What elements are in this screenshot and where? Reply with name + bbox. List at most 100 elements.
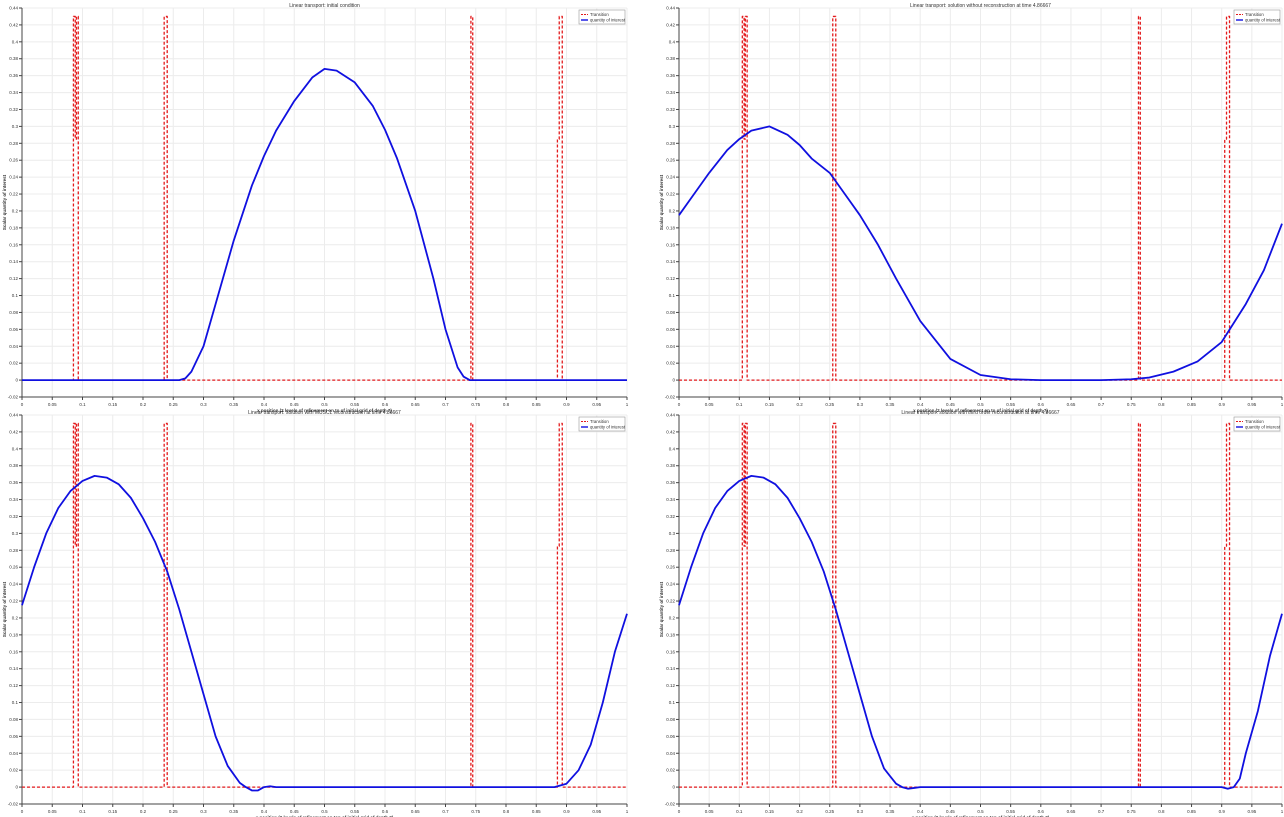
y-tick-label: 0.06 <box>666 734 675 739</box>
transition-series-line <box>679 422 1282 788</box>
y-tick-label: 0.28 <box>9 141 18 146</box>
y-tick-label: 0.24 <box>9 582 18 587</box>
y-tick-label: 0.42 <box>666 429 675 434</box>
y-axis-label: Scalar quantity of interest <box>659 174 664 230</box>
y-tick-label: 0.18 <box>666 632 675 637</box>
y-tick-label: 0.06 <box>9 327 18 332</box>
y-tick-label: 0.24 <box>666 582 675 587</box>
y-tick-label: 0 <box>15 378 18 383</box>
x-tick-label: 0.15 <box>108 809 117 814</box>
x-tick-label: 0.8 <box>1158 402 1165 407</box>
legend-label: Transition <box>1245 12 1264 17</box>
legend-box <box>1233 416 1281 432</box>
y-tick-label: 0.22 <box>9 192 18 197</box>
y-tick-label: 0.04 <box>9 344 18 349</box>
y-tick-label: 0.12 <box>9 683 18 688</box>
quantity-series-line <box>22 67 627 381</box>
legend-box <box>578 416 626 432</box>
x-tick-label: 0.95 <box>1247 809 1256 814</box>
x-tick-label: 0.45 <box>290 809 299 814</box>
transition-series-line <box>679 15 1282 381</box>
legend-label: Transition <box>1245 419 1264 424</box>
y-tick-label: -0.02 <box>665 395 676 400</box>
x-tick-label: 0.25 <box>169 402 178 407</box>
x-axis-label: x position (2 levels of refinement on to… <box>256 815 394 817</box>
legend-box <box>1233 9 1281 25</box>
y-tick-label: 0.44 <box>666 6 675 11</box>
y-tick-label: 0.22 <box>9 599 18 604</box>
y-tick-label: 0.18 <box>9 225 18 230</box>
y-axis-label: Scalar quantity of interest <box>2 581 7 637</box>
y-tick-label: 0.24 <box>666 175 675 180</box>
x-axis-label: x position (2 levels of refinement on to… <box>913 408 1048 413</box>
y-tick-label: 0.02 <box>9 361 18 366</box>
x-tick-label: 0.15 <box>765 402 774 407</box>
y-tick-label: -0.02 <box>665 802 676 807</box>
y-tick-label: 0.38 <box>666 463 675 468</box>
y-tick-label: 0.16 <box>9 242 18 247</box>
x-tick-label: 0.3 <box>857 402 864 407</box>
y-tick-label: 0.32 <box>666 514 675 519</box>
x-tick-label: 0.5 <box>977 402 984 407</box>
y-tick-label: 0.42 <box>9 429 18 434</box>
y-tick-label: 0 <box>672 785 675 790</box>
x-tick-label: 0 <box>21 402 24 407</box>
x-tick-label: 0.85 <box>532 809 541 814</box>
y-tick-label: 0.28 <box>666 548 675 553</box>
y-tick-label: 0.2 <box>12 208 19 213</box>
x-tick-label: 0.1 <box>79 402 86 407</box>
y-tick-label: 0.28 <box>9 548 18 553</box>
y-tick-label: 0.34 <box>666 90 675 95</box>
y-tick-label: 0.22 <box>666 599 675 604</box>
quantity-series-line <box>21 474 628 792</box>
y-tick-label: 0.38 <box>9 463 18 468</box>
chart-panel-3: 0 0.05 0.1 0.15 0.2 0.25 0.3 0.35 0.4 0.45 0.5 0.55… <box>2 410 629 817</box>
legend-label: quantity of interest <box>1245 425 1281 430</box>
y-tick-label: 0.32 <box>9 107 18 112</box>
x-tick-label: 0.2 <box>140 809 147 814</box>
x-tick-label: 0.05 <box>705 809 714 814</box>
transition-series-line <box>22 422 627 788</box>
y-tick-label: 0.12 <box>9 276 18 281</box>
y-axis-label: Scalar quantity of interest <box>2 174 7 230</box>
chart-panel-2: 0 0.05 0.1 0.15 0.2 0.25 0.3 0.35 0.4 0.45 0.5 0.55… <box>659 3 1284 413</box>
y-tick-label: 0.42 <box>666 22 675 27</box>
x-axis-label: x position (2 levels of refinement on to… <box>912 815 1050 817</box>
chart-title: Linear transport: solution without recon… <box>910 3 1051 9</box>
x-tick-label: 0.7 <box>1098 809 1105 814</box>
x-tick-label: 0.35 <box>886 809 895 814</box>
y-tick-label: 0.06 <box>666 327 675 332</box>
x-tick-label: 0.8 <box>503 402 510 407</box>
x-tick-label: 0.7 <box>442 402 449 407</box>
y-tick-label: 0.1 <box>669 293 676 298</box>
y-tick-label: 0.3 <box>669 124 676 129</box>
y-tick-label: 0.3 <box>12 531 19 536</box>
y-tick-label: 0.36 <box>666 480 675 485</box>
x-tick-label: 0.6 <box>382 402 389 407</box>
x-tick-label: 0.4 <box>917 402 924 407</box>
x-tick-label: 0.5 <box>321 809 328 814</box>
y-tick-label: 0.2 <box>669 208 676 213</box>
y-tick-label: 0.24 <box>9 175 18 180</box>
y-tick-label: 0.32 <box>9 514 18 519</box>
y-tick-label: 0.12 <box>666 683 675 688</box>
y-tick-label: 0.34 <box>666 497 675 502</box>
y-tick-label: 0.12 <box>666 276 675 281</box>
x-tick-label: 0.8 <box>503 809 510 814</box>
y-tick-label: 0.1 <box>12 700 19 705</box>
x-tick-label: 0.3 <box>200 809 207 814</box>
x-tick-label: 1 <box>626 809 629 814</box>
x-tick-label: 0.25 <box>825 402 834 407</box>
legend-label: Transition <box>590 12 609 17</box>
x-tick-label: 0 <box>21 809 24 814</box>
chart-title: Linear transport: solution with third or… <box>901 410 1059 416</box>
x-axis-label: x position (2 levels of refinement on to… <box>257 408 392 413</box>
x-tick-label: 0.9 <box>1219 402 1226 407</box>
quantity-series-line <box>678 125 1283 381</box>
x-tick-label: 0.6 <box>1038 809 1045 814</box>
x-tick-label: 0.55 <box>1006 809 1015 814</box>
x-tick-label: 0.85 <box>1187 402 1196 407</box>
